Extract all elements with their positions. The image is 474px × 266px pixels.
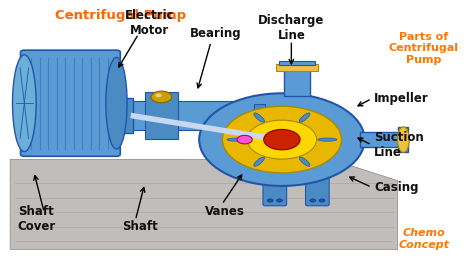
Text: Electric
Motor: Electric Motor <box>125 9 174 37</box>
Circle shape <box>264 130 300 150</box>
Circle shape <box>237 135 252 144</box>
Ellipse shape <box>106 57 127 149</box>
Ellipse shape <box>12 55 36 152</box>
Circle shape <box>155 93 162 97</box>
FancyBboxPatch shape <box>306 177 329 206</box>
Ellipse shape <box>398 127 409 152</box>
Ellipse shape <box>227 138 246 141</box>
Text: Suction
Line: Suction Line <box>374 131 424 159</box>
Ellipse shape <box>254 113 264 122</box>
Text: Chemo
Concept: Chemo Concept <box>398 228 449 250</box>
Bar <box>114 98 133 133</box>
Bar <box>275 64 318 71</box>
Text: Shaft
Cover: Shaft Cover <box>17 205 55 233</box>
Ellipse shape <box>318 138 337 141</box>
Text: Vanes: Vanes <box>205 205 245 218</box>
Circle shape <box>319 199 325 202</box>
Text: Bearing: Bearing <box>190 27 242 40</box>
Ellipse shape <box>254 157 264 166</box>
Text: Parts of
Centrifugal
Pump: Parts of Centrifugal Pump <box>389 32 459 65</box>
Bar <box>131 101 258 130</box>
Text: Discharge
Line: Discharge Line <box>258 14 325 43</box>
FancyBboxPatch shape <box>263 177 287 206</box>
Polygon shape <box>10 159 398 250</box>
Bar <box>360 132 400 147</box>
Bar <box>398 127 408 152</box>
Bar <box>145 92 178 139</box>
Circle shape <box>310 199 316 202</box>
Circle shape <box>222 106 341 173</box>
Bar <box>279 61 315 65</box>
Text: Shaft: Shaft <box>122 221 158 234</box>
Text: Impeller: Impeller <box>374 92 429 105</box>
Text: Casing: Casing <box>374 181 419 194</box>
Text: Centrifugal Pump: Centrifugal Pump <box>55 9 186 22</box>
FancyBboxPatch shape <box>20 50 120 156</box>
Bar <box>254 103 265 127</box>
Circle shape <box>267 199 273 202</box>
Circle shape <box>247 120 317 159</box>
Bar <box>283 69 310 96</box>
Circle shape <box>151 91 172 103</box>
Ellipse shape <box>299 113 310 122</box>
Circle shape <box>199 93 365 186</box>
Circle shape <box>277 199 283 202</box>
Ellipse shape <box>299 157 310 166</box>
